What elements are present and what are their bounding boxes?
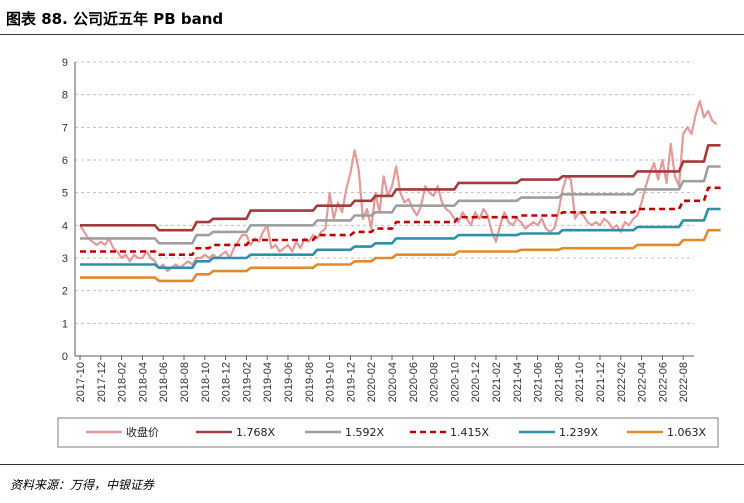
x-tick-label: 2018-04: [137, 362, 149, 402]
x-tick-label: 2020-10: [449, 362, 461, 402]
source-note: 资料来源：万得，中银证券: [10, 478, 155, 492]
chart-title: 图表 88. 公司近五年 PB band: [6, 10, 224, 28]
x-tick-label: 2018-08: [179, 362, 191, 402]
legend: 收盘价 1.768X 1.592X 1.415X 1.239X 1.063X: [57, 417, 719, 448]
x-tick-labels: 2017-10 2017-12 2018-02 2018-04 2018-06 2018-…: [75, 362, 690, 402]
x-tick-label: 2019-04: [262, 362, 274, 402]
y-tick-label: 5: [62, 188, 68, 200]
series-line-1.415X: [80, 186, 721, 256]
x-tick-label: 2018-02: [117, 362, 129, 402]
series-line-1.768X: [80, 144, 721, 232]
x-tick-label: 2020-12: [470, 362, 482, 402]
x-tick-label: 2020-02: [366, 362, 378, 402]
x-tick-label: 2021-08: [553, 362, 565, 402]
x-tick-label: 2018-12: [221, 362, 233, 402]
x-tick-label: 2020-08: [429, 362, 441, 402]
y-tick-label: 2: [62, 286, 68, 298]
series-line-1.592X: [80, 165, 721, 245]
y-tick-label: 8: [62, 90, 68, 102]
x-tick-label: 2019-10: [325, 362, 337, 402]
x-tick-label: 2020-04: [387, 362, 399, 402]
x-tick-label: 2022-08: [678, 362, 690, 402]
legend-label: 1.768X: [236, 426, 275, 439]
series-line-收盘价: [79, 100, 718, 273]
legend-label: 1.415X: [450, 426, 489, 439]
y-tick-label: 3: [62, 253, 68, 265]
legend-label: 1.592X: [345, 426, 384, 439]
x-tick-label: 2021-12: [595, 362, 607, 402]
legend-label: 1.239X: [559, 426, 598, 439]
legend-box: [57, 417, 719, 448]
y-tick-labels: 0 1 2 3 4 5 6 7 8 9: [62, 57, 68, 363]
x-tick-label: 2022-02: [616, 362, 628, 402]
y-tick-label: 1: [62, 318, 68, 330]
y-tick-label: 4: [62, 220, 68, 232]
x-tick-label: 2019-12: [345, 362, 357, 402]
x-tick-label: 2018-10: [200, 362, 212, 402]
x-tick-label: 2021-10: [574, 362, 586, 402]
x-tick-label: 2022-04: [637, 362, 649, 402]
y-tick-label: 9: [62, 57, 68, 69]
series-line-1.239X: [80, 207, 721, 270]
y-tick-label: 6: [62, 155, 68, 167]
series-line-1.063X: [80, 228, 721, 283]
x-tick-label: 2021-04: [512, 362, 524, 402]
x-tick-label: 2022-06: [657, 362, 669, 402]
x-tick-label: 2019-06: [283, 362, 295, 402]
bottom-rule: [0, 464, 744, 465]
x-tick-label: 2021-02: [491, 362, 503, 402]
x-tick-label: 2017-12: [96, 362, 108, 402]
legend-label: 1.063X: [667, 426, 706, 439]
x-tick-label: 2018-06: [158, 362, 170, 402]
x-tick-label: 2017-10: [75, 362, 87, 402]
x-tick-label: 2020-06: [408, 362, 420, 402]
x-tick-label: 2019-08: [304, 362, 316, 402]
x-tick-label: 2021-06: [533, 362, 545, 402]
series-lines: [79, 100, 721, 283]
top-rule: [0, 34, 744, 35]
y-tick-label: 7: [62, 122, 68, 134]
axes: [74, 62, 694, 360]
gridlines: [75, 61, 694, 324]
legend-label: 收盘价: [126, 425, 159, 439]
y-tick-label: 0: [62, 351, 68, 363]
x-tick-label: 2019-02: [241, 362, 253, 402]
